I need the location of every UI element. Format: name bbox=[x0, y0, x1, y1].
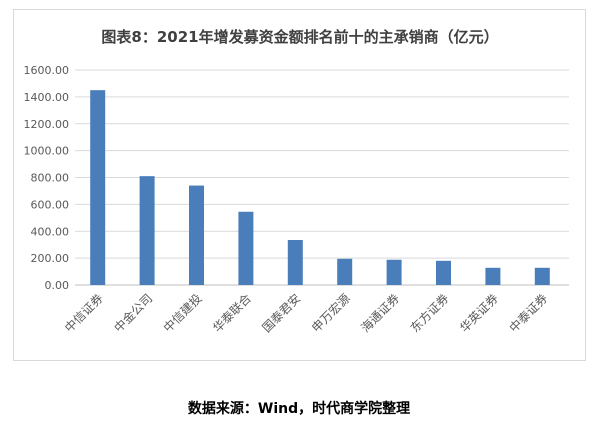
chart-frame: 图表8：2021年增发募资金额排名前十的主承销商（亿元） 0.00 200.00 4… bbox=[13, 9, 586, 361]
gridlines bbox=[75, 69, 569, 286]
bar bbox=[386, 259, 402, 285]
bar bbox=[287, 239, 303, 285]
y-tick-label: 0.00 bbox=[45, 279, 70, 292]
y-tick-label: 200.00 bbox=[31, 252, 70, 265]
y-tick-label: 1200.00 bbox=[24, 118, 70, 131]
y-tick-label: 600.00 bbox=[31, 198, 70, 211]
x-tick-label: 海通证券 bbox=[358, 291, 403, 336]
x-tick-label: 中信证券 bbox=[61, 291, 106, 336]
y-tick-label: 800.00 bbox=[31, 172, 70, 185]
x-tick-label: 中泰证券 bbox=[506, 291, 551, 336]
bar bbox=[337, 258, 353, 285]
bar bbox=[189, 185, 204, 285]
x-tick-label: 华英证券 bbox=[456, 291, 501, 336]
x-tick-label: 中信建投 bbox=[160, 291, 205, 336]
x-tick-label: 东方证券 bbox=[407, 291, 452, 336]
x-tick-label: 国泰君安 bbox=[259, 291, 304, 336]
bar bbox=[238, 211, 254, 285]
x-tick-label: 中金公司 bbox=[111, 291, 156, 336]
bar bbox=[534, 267, 550, 285]
y-tick-label: 1000.00 bbox=[24, 145, 70, 158]
x-tick-label: 华泰联合 bbox=[209, 291, 254, 336]
bar bbox=[90, 90, 106, 285]
bar bbox=[485, 267, 501, 285]
bar bbox=[436, 260, 451, 285]
y-tick-label: 1600.00 bbox=[24, 64, 70, 77]
y-tick-label: 400.00 bbox=[31, 225, 70, 238]
chart-title: 图表8：2021年增发募资金额排名前十的主承销商（亿元） bbox=[101, 28, 498, 46]
x-axis: 中信证券 中金公司 中信建投 华泰联合 国泰君安 申万宏源 海通证券 东方证券 华英证券 中泰证券 bbox=[61, 291, 550, 336]
bar bbox=[139, 176, 155, 285]
source-note: 数据来源：Wind，时代商学院整理 bbox=[187, 401, 411, 417]
bars bbox=[90, 90, 550, 285]
bar-chart: 图表8：2021年增发募资金额排名前十的主承销商（亿元） 0.00 200.00 4… bbox=[24, 28, 569, 336]
y-axis: 0.00 200.00 400.00 600.00 800.00 1000.00 1200.… bbox=[24, 64, 70, 292]
y-tick-label: 1400.00 bbox=[24, 91, 70, 104]
x-tick-label: 申万宏源 bbox=[308, 291, 353, 336]
